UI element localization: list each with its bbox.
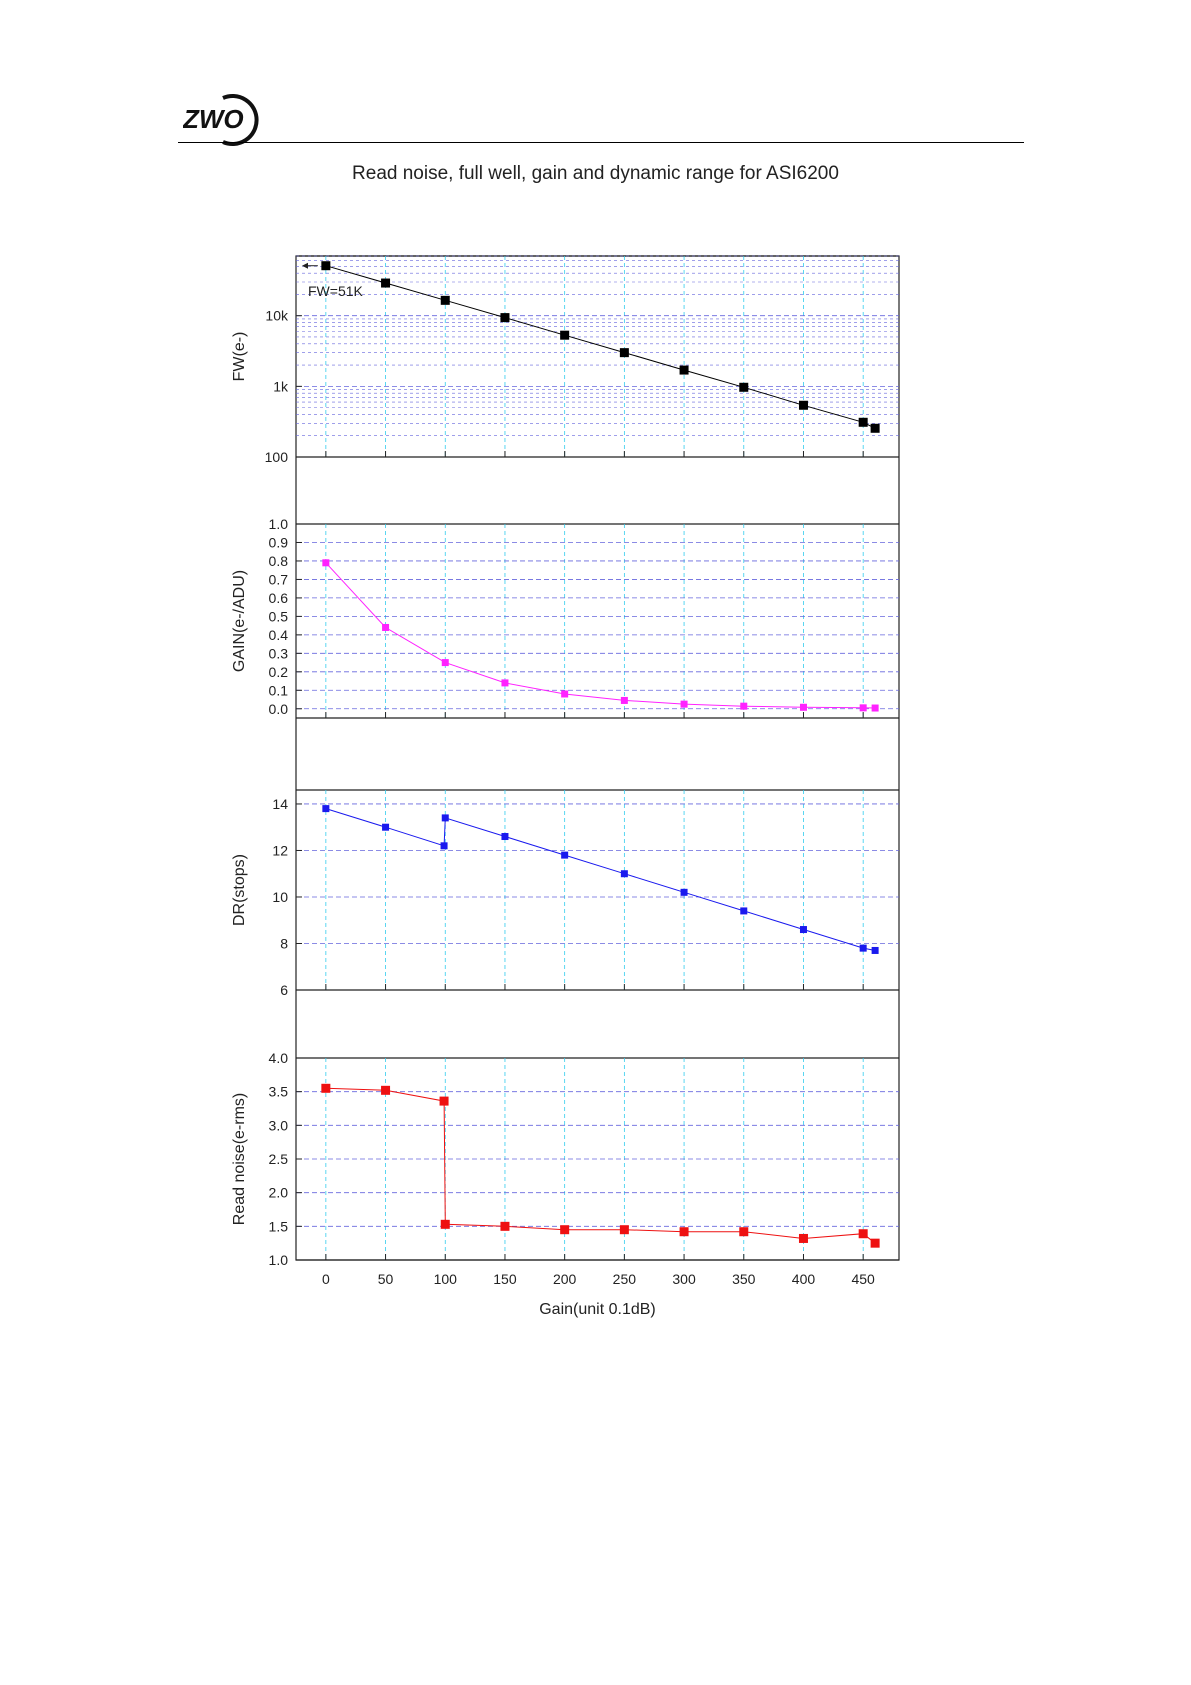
- data-point: [858, 1229, 868, 1239]
- y-tick-label: 0.3: [269, 645, 289, 661]
- y-tick-label: 0.9: [269, 534, 289, 550]
- series-line: [325, 808, 876, 951]
- data-point: [500, 1221, 510, 1231]
- data-point: [739, 382, 749, 392]
- data-point: [680, 888, 688, 896]
- y-tick-label: 3.5: [269, 1084, 289, 1100]
- data-point: [871, 946, 879, 954]
- figure-title: Read noise, full well, gain and dynamic …: [352, 163, 839, 184]
- data-point: [679, 365, 689, 375]
- y-tick-label: 0.5: [269, 608, 289, 624]
- data-point: [619, 348, 629, 358]
- y-tick-label: 3.0: [269, 1117, 289, 1133]
- header-divider: [178, 142, 1024, 143]
- logo-text: ZWO: [183, 104, 244, 134]
- y-tick-label: 0.2: [269, 664, 289, 680]
- data-point: [441, 814, 449, 822]
- data-point: [561, 690, 569, 698]
- y-tick-label: 14: [272, 796, 288, 812]
- y-axis-title: Read noise(e-rms): [231, 1093, 248, 1225]
- y-axis-title: FW(e-): [231, 332, 248, 382]
- x-tick-label: 150: [493, 1271, 517, 1287]
- y-tick-label: 2.0: [269, 1185, 289, 1201]
- zwo-logo: ZWO: [183, 94, 259, 146]
- data-point: [440, 842, 448, 850]
- data-point: [620, 870, 628, 878]
- y-axis-title: GAIN(e-/ADU): [231, 570, 248, 672]
- series-line: [325, 265, 876, 429]
- fw-annotation: FW=51K: [308, 283, 364, 299]
- y-tick-label: 6: [280, 982, 288, 998]
- y-tick-label: 0.1: [269, 682, 289, 698]
- x-tick-label: 350: [732, 1271, 756, 1287]
- data-point: [322, 805, 330, 813]
- data-point: [859, 704, 867, 712]
- series-line: [325, 1087, 876, 1244]
- data-point: [381, 278, 391, 288]
- data-point: [858, 417, 868, 427]
- data-point: [870, 1238, 880, 1248]
- data-point: [799, 926, 807, 934]
- data-point: [321, 261, 331, 271]
- data-point: [560, 1225, 570, 1235]
- y-tick-label: 0.7: [269, 571, 289, 587]
- y-tick-label: 4.0: [269, 1050, 289, 1066]
- data-point: [740, 702, 748, 710]
- series-line: [325, 562, 876, 709]
- logo-swoosh: [222, 94, 259, 146]
- y-tick-label: 2.5: [269, 1151, 289, 1167]
- y-tick-label: 0.0: [269, 701, 289, 717]
- x-tick-label: 300: [672, 1271, 696, 1287]
- data-point: [322, 559, 330, 567]
- data-point: [679, 1227, 689, 1237]
- data-point: [501, 679, 509, 687]
- y-tick-label: 100: [265, 449, 289, 465]
- y-tick-label: 1.0: [269, 516, 289, 532]
- y-tick-label: 10: [272, 889, 288, 905]
- data-point: [440, 1219, 450, 1229]
- data-point: [382, 623, 390, 631]
- x-tick-label: 450: [851, 1271, 875, 1287]
- y-tick-label: 1.5: [269, 1218, 289, 1234]
- data-point: [680, 700, 688, 708]
- y-tick-label: 1.0: [269, 1252, 289, 1268]
- data-point: [382, 823, 390, 831]
- data-point: [381, 1085, 391, 1095]
- data-point: [321, 1083, 331, 1093]
- y-tick-label: 10k: [265, 308, 289, 324]
- x-tick-label: 0: [322, 1271, 330, 1287]
- y-tick-label: 8: [280, 935, 288, 951]
- data-point: [440, 295, 450, 305]
- y-axis-title: DR(stops): [231, 854, 248, 926]
- data-point: [500, 313, 510, 323]
- data-point: [620, 696, 628, 704]
- data-point: [619, 1225, 629, 1235]
- data-point: [799, 703, 807, 711]
- y-tick-label: 0.4: [269, 627, 289, 643]
- y-tick-label: 1k: [273, 378, 289, 394]
- y-tick-label: 12: [272, 842, 288, 858]
- x-tick-label: 200: [553, 1271, 577, 1287]
- data-point: [859, 944, 867, 952]
- data-point: [441, 659, 449, 667]
- data-point: [439, 1096, 449, 1106]
- data-point: [870, 423, 880, 433]
- x-tick-label: 250: [613, 1271, 637, 1287]
- data-point: [739, 1227, 749, 1237]
- data-point: [501, 833, 509, 841]
- x-tick-label: 50: [378, 1271, 394, 1287]
- x-axis-title: Gain(unit 0.1dB): [539, 1301, 656, 1318]
- data-point: [561, 851, 569, 859]
- data-point: [871, 704, 879, 712]
- x-tick-label: 400: [792, 1271, 816, 1287]
- data-point: [798, 1233, 808, 1243]
- data-point: [798, 400, 808, 410]
- y-tick-label: 0.6: [269, 590, 289, 606]
- data-point: [740, 907, 748, 915]
- y-tick-label: 0.8: [269, 553, 289, 569]
- data-point: [560, 330, 570, 340]
- annotation-arrowhead: [302, 262, 308, 269]
- x-tick-label: 100: [434, 1271, 458, 1287]
